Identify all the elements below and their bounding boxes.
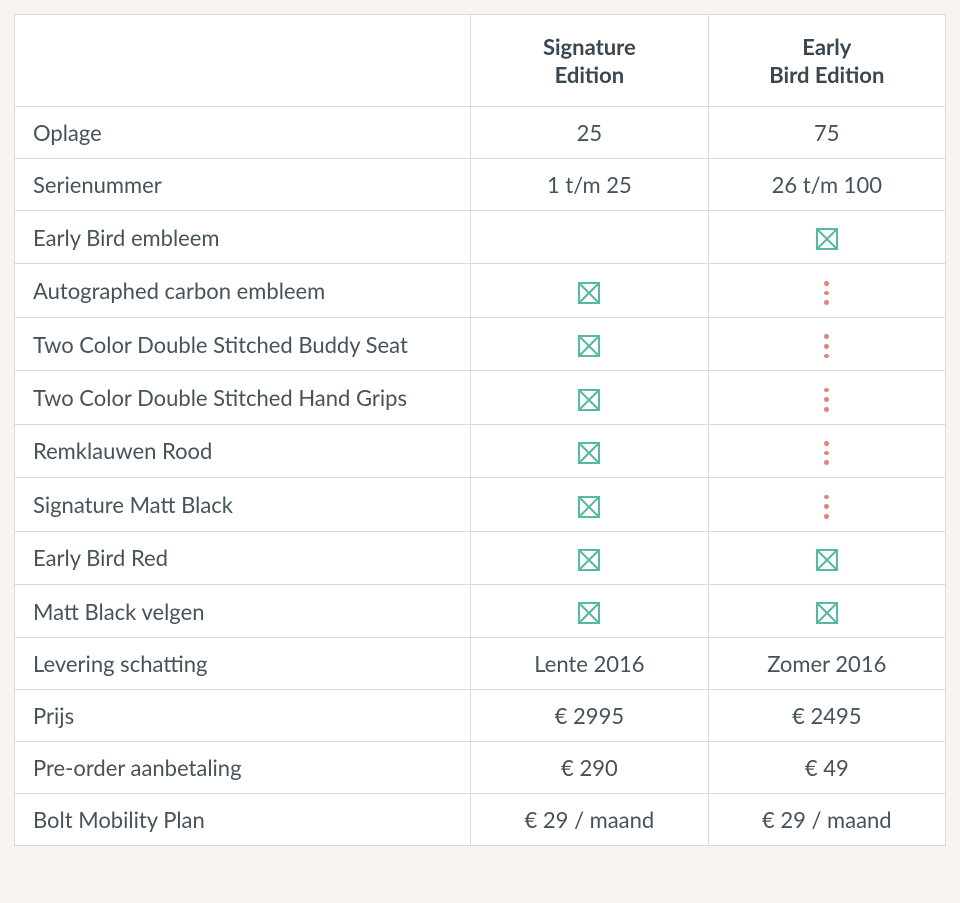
table-row: Bolt Mobility Plan€ 29 / maand€ 29 / maa… [15,794,946,846]
crossed-square-icon [815,597,839,624]
vertical-dots-icon [824,388,829,412]
table-row: Oplage2575 [15,107,946,159]
row-value [471,371,708,424]
crossed-square-icon [577,437,601,464]
row-label: Remklauwen Rood [15,424,471,477]
table-row: Matt Black velgen [15,584,946,637]
row-value [471,211,708,264]
header-signature: SignatureEdition [471,15,708,107]
row-label: Autographed carbon embleem [15,264,471,317]
crossed-square-icon [815,223,839,250]
row-value [471,478,708,531]
row-value [708,317,945,370]
row-label: Serienummer [15,159,471,211]
vertical-dots-icon [824,334,829,358]
row-value [471,424,708,477]
row-value: € 2495 [708,690,945,742]
row-label: Signature Matt Black [15,478,471,531]
row-value: € 290 [471,742,708,794]
row-value [708,371,945,424]
table-row: Early Bird embleem [15,211,946,264]
row-label: Oplage [15,107,471,159]
table-row: Serienummer1 t/m 2526 t/m 100 [15,159,946,211]
crossed-square-icon [577,276,601,303]
row-value: Lente 2016 [471,638,708,690]
crossed-square-icon [577,330,601,357]
row-label: Bolt Mobility Plan [15,794,471,846]
row-value: 75 [708,107,945,159]
row-label: Matt Black velgen [15,584,471,637]
row-value [708,478,945,531]
crossed-square-icon [577,490,601,517]
table-row: Two Color Double Stitched Hand Grips [15,371,946,424]
crossed-square-icon [577,544,601,571]
row-value [471,264,708,317]
table-row: Remklauwen Rood [15,424,946,477]
row-value [708,264,945,317]
row-value [708,531,945,584]
row-value [471,584,708,637]
vertical-dots-icon [824,495,829,519]
comparison-table: SignatureEdition EarlyBird Edition Oplag… [14,14,946,846]
header-empty [15,15,471,107]
table-row: Autographed carbon embleem [15,264,946,317]
row-label: Prijs [15,690,471,742]
row-label: Levering schatting [15,638,471,690]
row-label: Early Bird Red [15,531,471,584]
header-earlybird: EarlyBird Edition [708,15,945,107]
table-row: Early Bird Red [15,531,946,584]
row-value [708,211,945,264]
row-label: Pre-order aanbetaling [15,742,471,794]
row-label: Two Color Double Stitched Buddy Seat [15,317,471,370]
row-value [471,317,708,370]
row-value: € 29 / maand [471,794,708,846]
row-value: 25 [471,107,708,159]
crossed-square-icon [577,597,601,624]
row-value: 26 t/m 100 [708,159,945,211]
row-value [708,584,945,637]
row-value: € 2995 [471,690,708,742]
row-label: Two Color Double Stitched Hand Grips [15,371,471,424]
table-header-row: SignatureEdition EarlyBird Edition [15,15,946,107]
table-row: Levering schattingLente 2016Zomer 2016 [15,638,946,690]
row-value: € 49 [708,742,945,794]
crossed-square-icon [577,383,601,410]
row-label: Early Bird embleem [15,211,471,264]
table-row: Two Color Double Stitched Buddy Seat [15,317,946,370]
table-row: Pre-order aanbetaling€ 290€ 49 [15,742,946,794]
vertical-dots-icon [824,281,829,305]
row-value: 1 t/m 25 [471,159,708,211]
crossed-square-icon [815,544,839,571]
table-row: Signature Matt Black [15,478,946,531]
vertical-dots-icon [824,441,829,465]
row-value [471,531,708,584]
row-value [708,424,945,477]
row-value: € 29 / maand [708,794,945,846]
row-value: Zomer 2016 [708,638,945,690]
table-row: Prijs€ 2995€ 2495 [15,690,946,742]
